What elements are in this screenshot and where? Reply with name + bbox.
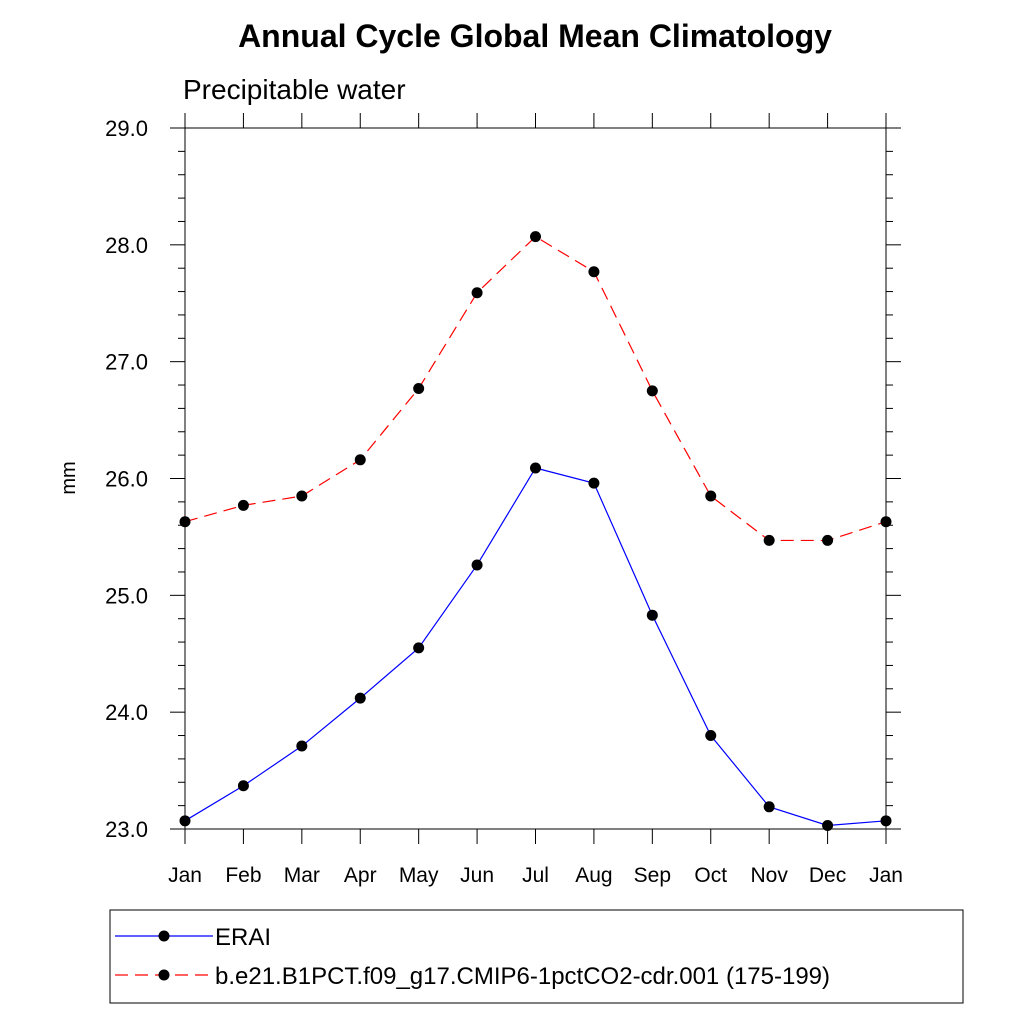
x-tick-label: May xyxy=(399,864,439,887)
series-line xyxy=(184,467,887,827)
data-point xyxy=(179,516,191,528)
data-point xyxy=(705,730,717,742)
data-point xyxy=(763,801,775,813)
x-tick-label: Apr xyxy=(344,864,377,887)
data-point xyxy=(354,692,366,704)
y-tick-label: 25.0 xyxy=(105,583,148,608)
y-axis-label: mm xyxy=(58,461,80,494)
y-tick-label: 23.0 xyxy=(105,817,148,842)
y-tick-label: 27.0 xyxy=(105,350,148,375)
data-point xyxy=(763,534,775,546)
legend-label-0: ERAI xyxy=(215,924,271,951)
data-point xyxy=(880,815,892,827)
y-tick-label: 24.0 xyxy=(105,700,148,725)
data-point xyxy=(237,499,249,511)
data-point xyxy=(822,819,834,831)
y-tick-label: 29.0 xyxy=(105,116,148,141)
data-point xyxy=(296,740,308,752)
series-line xyxy=(184,235,887,542)
chart-subtitle: Precipitable water xyxy=(183,74,406,105)
legend-marker-1 xyxy=(158,969,170,981)
data-point xyxy=(880,516,892,528)
x-tick-label: Feb xyxy=(225,864,261,887)
data-point xyxy=(646,385,658,397)
x-tick-label: Jan xyxy=(869,864,903,887)
data-point xyxy=(588,477,600,489)
x-tick-label: Oct xyxy=(694,864,727,887)
legend-box xyxy=(109,909,964,1004)
data-point xyxy=(471,559,483,571)
axes: 23.0 24.0 25.0 26.0 27.0 28.0 29.0 Jan Feb Mar Apr… xyxy=(105,113,903,887)
data-point xyxy=(354,454,366,466)
legend-marker-0 xyxy=(158,930,170,942)
series-0 xyxy=(179,462,892,831)
data-point xyxy=(705,490,717,502)
x-tick-label: Sep xyxy=(634,864,671,887)
x-tick-label: Jul xyxy=(522,864,549,887)
data-point xyxy=(530,231,541,243)
data-point xyxy=(413,383,425,395)
y-tick-label: 26.0 xyxy=(105,467,148,492)
legend-label-1: b.e21.B1PCT.f09_g17.CMIP6-1pctCO2-cdr.00… xyxy=(215,963,830,990)
data-point xyxy=(296,490,308,502)
data-point xyxy=(413,642,425,654)
x-tick-label: Jan xyxy=(168,864,202,887)
data-point xyxy=(237,780,249,792)
series-1 xyxy=(179,231,892,546)
data-point xyxy=(588,266,600,278)
chart-title: Annual Cycle Global Mean Climatology xyxy=(238,18,832,54)
x-tick-label: Nov xyxy=(750,864,788,887)
series-layer xyxy=(179,231,892,831)
y-tick-label: 28.0 xyxy=(105,233,148,258)
data-point xyxy=(822,534,834,546)
legend: ERAI b.e21.B1PCT.f09_g17.CMIP6-1pctCO2-cd… xyxy=(115,924,830,990)
x-tick-label: Jun xyxy=(460,864,494,887)
x-tick-label: Aug xyxy=(575,864,612,887)
data-point xyxy=(471,287,483,299)
data-point xyxy=(646,609,658,621)
data-point xyxy=(179,815,191,827)
x-tick-label: Dec xyxy=(809,864,846,887)
x-tick-label: Mar xyxy=(284,864,320,887)
data-point xyxy=(530,462,541,474)
